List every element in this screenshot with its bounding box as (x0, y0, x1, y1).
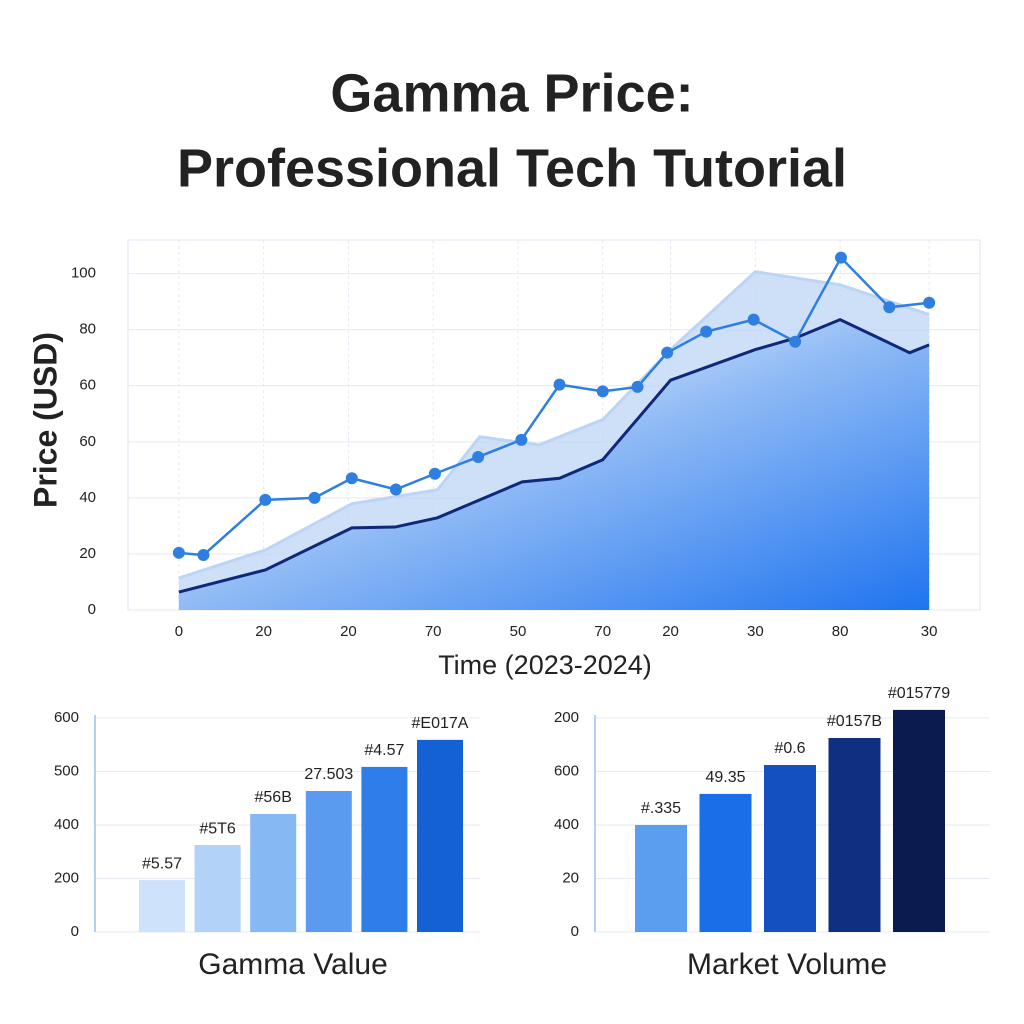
x-axis-label: Time (2023-2024) (438, 650, 652, 680)
y-tick-label: 400 (554, 816, 579, 833)
marker (259, 493, 272, 506)
annotation: #.335 (641, 800, 681, 817)
annotation: #4.57 (364, 742, 404, 759)
marker (197, 549, 210, 562)
bar (194, 845, 241, 932)
chart-title: Gamma Value (198, 948, 388, 981)
page-title: Gamma Price: (330, 63, 693, 123)
marker (596, 385, 609, 398)
marker (428, 467, 441, 480)
marker (923, 296, 936, 309)
line (178, 317, 930, 594)
bar (893, 709, 945, 932)
marker (789, 335, 802, 348)
y-tick-label: 0 (571, 923, 579, 940)
annotation: #56B (255, 789, 292, 806)
bar (305, 790, 352, 932)
marker (472, 450, 485, 463)
y-tick-label: 600 (54, 709, 79, 726)
marker (345, 472, 358, 485)
bar (250, 813, 297, 932)
annotation: #E017A (412, 715, 469, 732)
marker (747, 313, 760, 326)
marker (700, 325, 713, 338)
y-tick-label: 20 (562, 869, 579, 886)
marker (661, 346, 674, 359)
marker (172, 546, 185, 559)
y-axis-label: Price (USD) (27, 332, 63, 508)
area (178, 319, 930, 610)
x-tick-label: 80 (832, 623, 849, 640)
y-tick-label: 600 (554, 762, 579, 779)
x-tick-label: 70 (594, 623, 611, 640)
y-tick-label: 40 (79, 489, 96, 506)
x-tick-label: 20 (662, 623, 679, 640)
marker (883, 301, 896, 314)
annotation: #0157B (827, 713, 882, 730)
marker (553, 378, 566, 391)
y-tick-label: 200 (54, 869, 79, 886)
y-tick-label: 200 (554, 709, 579, 726)
bar (417, 739, 463, 932)
bar (828, 737, 881, 932)
y-tick-label: 0 (71, 923, 79, 940)
x-tick-label: 30 (921, 623, 938, 640)
bar (699, 793, 752, 932)
chart-title: Market Volume (687, 948, 887, 981)
annotation: #5T6 (199, 820, 236, 837)
x-tick-label: 70 (425, 623, 442, 640)
page-title: Professional Tech Tutorial (177, 138, 847, 198)
x-tick-label: 20 (340, 623, 357, 640)
marker (308, 491, 321, 504)
y-tick-label: 100 (71, 265, 96, 282)
annotation: #0.6 (774, 740, 805, 757)
x-tick-label: 50 (510, 623, 527, 640)
marker (631, 380, 644, 393)
annotation: #5.57 (142, 855, 182, 872)
y-tick-label: 60 (79, 433, 96, 450)
line (178, 270, 930, 580)
y-tick-label: 500 (54, 762, 79, 779)
y-tick-label: 80 (79, 321, 96, 338)
marker (515, 433, 528, 446)
bar (764, 765, 816, 932)
x-tick-label: 0 (175, 623, 183, 640)
annotation: 27.503 (304, 766, 353, 783)
marker (389, 483, 402, 496)
bar (139, 880, 185, 932)
x-tick-label: 30 (747, 623, 764, 640)
marker (834, 251, 847, 264)
bar (635, 824, 687, 932)
y-tick-label: 0 (88, 601, 96, 618)
annotation: #015779 (888, 685, 950, 702)
x-tick-label: 20 (255, 623, 272, 640)
y-tick-label: 400 (54, 816, 79, 833)
bar (361, 766, 408, 932)
y-tick-label: 20 (79, 545, 96, 562)
annotation: 49.35 (705, 769, 745, 786)
y-tick-label: 60 (79, 377, 96, 394)
